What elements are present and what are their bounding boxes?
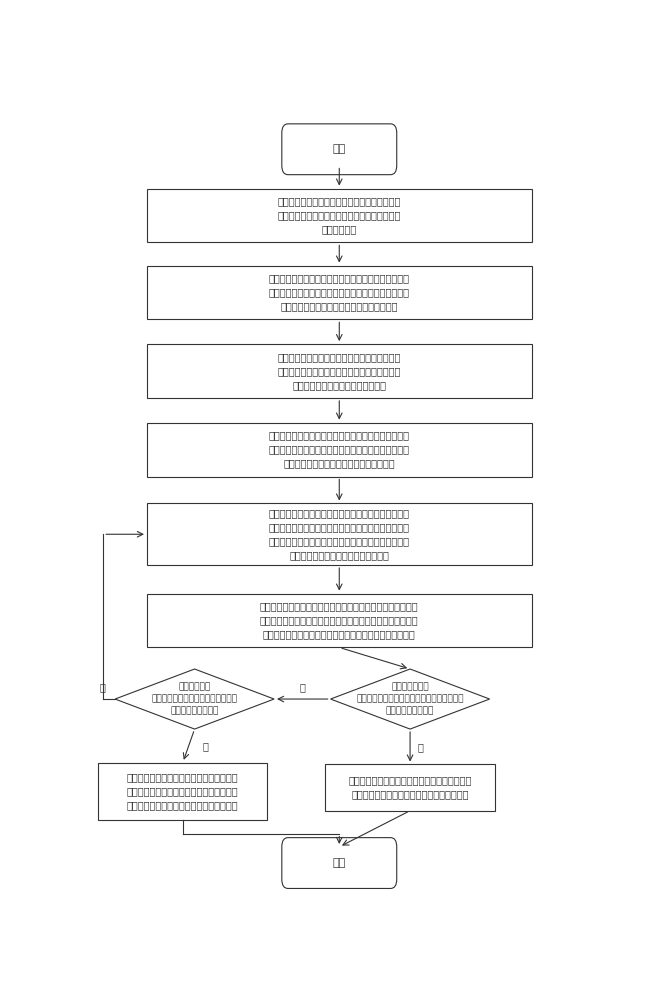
- Text: 当前对气体的
氚处理循环次数是否已达到预设定的
氚处理最大运行次数: 当前对气体的 氚处理循环次数是否已达到预设定的 氚处理最大运行次数: [152, 683, 238, 715]
- Text: 将氚处理设备的进气泵与含氚气体的出口通道相
连通，并启动氚处理设备、静电计、数据采集器
和集成处理器: 将氚处理设备的进气泵与含氚气体的出口通道相 连通，并启动氚处理设备、静电计、数据…: [277, 196, 401, 234]
- FancyBboxPatch shape: [147, 594, 532, 647]
- Text: 集成处理器的逻辑控制模块实时地对氚处理设备进气口
的进气流量和处理腔室中的气压进行监测和状态显示，
并在进气流量异常时控制报警模块进行预警: 集成处理器的逻辑控制模块实时地对氚处理设备进气口 的进气流量和处理腔室中的气压进…: [269, 431, 410, 469]
- Text: 否: 否: [299, 682, 305, 692]
- FancyBboxPatch shape: [147, 189, 532, 242]
- FancyBboxPatch shape: [282, 838, 397, 888]
- Text: 开始: 开始: [332, 144, 346, 154]
- Text: 集成处理器的逻辑控制模块向氚处理设备发送氚处理启
动指令，指示氚处理设备执行氚处理过程，开始对氚处
理时间进行计时，并实时地控制显示模块对氚处理设备
的氚处理过: 集成处理器的逻辑控制模块向氚处理设备发送氚处理启 动指令，指示氚处理设备执行氚处…: [269, 508, 410, 560]
- Polygon shape: [115, 669, 274, 729]
- FancyBboxPatch shape: [98, 763, 267, 820]
- FancyBboxPatch shape: [147, 344, 532, 398]
- FancyBboxPatch shape: [326, 764, 495, 811]
- Text: 否: 否: [99, 682, 105, 692]
- Text: 当前氚处理设备
处理腔室中的气体氚浓度是否已低于预设定的
排放气体氚浓度阈值: 当前氚处理设备 处理腔室中的气体氚浓度是否已低于预设定的 排放气体氚浓度阈值: [356, 683, 464, 715]
- Text: 是: 是: [418, 742, 424, 752]
- Text: 结束: 结束: [332, 858, 346, 868]
- Text: 集成处理器的逻辑控制模块实时地对氚处理设备处理腔室中的
气压、温度和气体氚浓度进行监测和状态显示，并在氚处理设
备处理腔室中的气压或者温度异常时控制报警模块进行: 集成处理器的逻辑控制模块实时地对氚处理设备处理腔室中的 气压、温度和气体氚浓度进…: [260, 601, 418, 640]
- FancyBboxPatch shape: [147, 266, 532, 319]
- FancyBboxPatch shape: [282, 124, 397, 175]
- Text: 集成处理器的逻辑控制模块在设定的氚处理启动
时间控制进气泵的电控开关开启，由进气泵将含
氚气体抽入氚处理设备的处理腔室中: 集成处理器的逻辑控制模块在设定的氚处理启动 时间控制进气泵的电控开关开启，由进气…: [277, 352, 401, 390]
- Text: 集成处理器的逻辑控制模块控制氚处理设备排气
口的电控阀门打开，排放出经氚处理后的气体: 集成处理器的逻辑控制模块控制氚处理设备排气 口的电控阀门打开，排放出经氚处理后的…: [348, 776, 472, 800]
- FancyBboxPatch shape: [147, 503, 532, 565]
- FancyBboxPatch shape: [147, 423, 532, 477]
- Text: 是: 是: [203, 741, 208, 751]
- Text: 通过集成处理器的氚处理参数输入模块录入并预设定氚
处理过程参数，由集成处理器的氚处理参数输入模块将
预设定的氚处理过程参数传输至逻辑控制模块: 通过集成处理器的氚处理参数输入模块录入并预设定氚 处理过程参数，由集成处理器的氚…: [269, 273, 410, 311]
- Text: 集成处理器的逻辑控制模块控制预警模块进
行报警，并控制显示模块显示出氚处理设备
处理腔室中的气体氚处理未达标的提示信息: 集成处理器的逻辑控制模块控制预警模块进 行报警，并控制显示模块显示出氚处理设备 …: [127, 772, 238, 810]
- Polygon shape: [330, 669, 490, 729]
